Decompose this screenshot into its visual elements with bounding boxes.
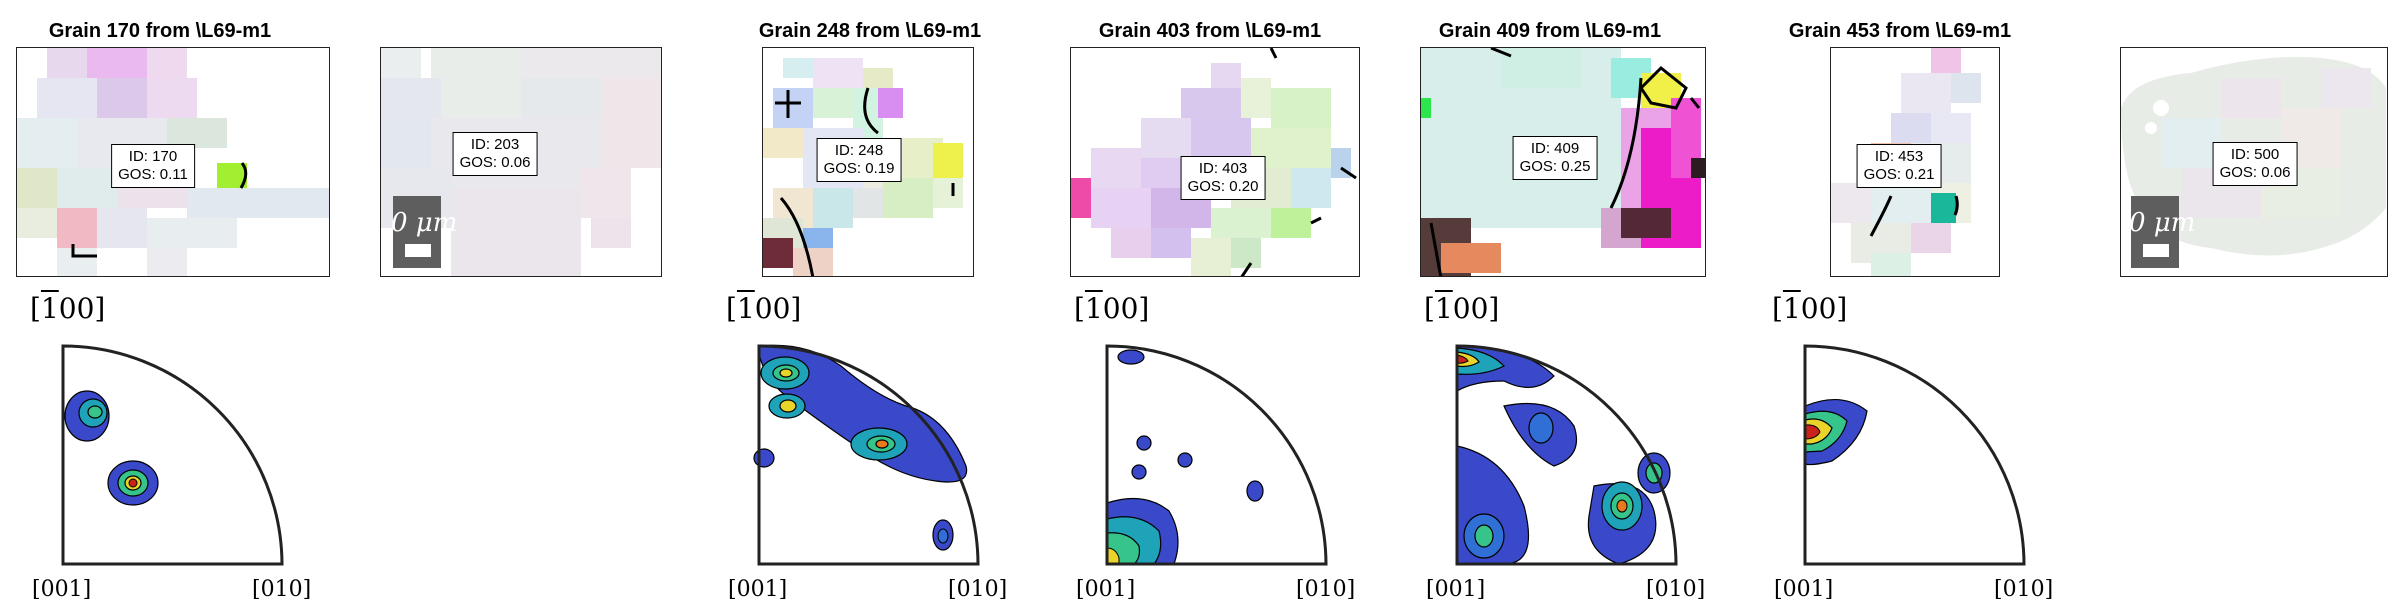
inverse-pole-figure (1455, 344, 1678, 566)
grain-panel-403: Grain 403 from \L69-m1 ID: 403 GOS: 0.20… (1050, 0, 1380, 602)
scale-bar: 0 μm (391, 196, 457, 268)
ipf-contours (1106, 349, 1264, 565)
ipf-corner-label-right: [010] (1296, 577, 1356, 602)
ipf-outline (1455, 344, 1678, 566)
grain-map: ID: 203 GOS: 0.06 0 μm (380, 47, 662, 277)
grain-gos-label: GOS: 0.19 (823, 160, 895, 177)
grain-id-label: ID: 403 (1198, 160, 1248, 177)
ipf-outline (1803, 344, 2026, 566)
grain-id-label: ID: 500 (2230, 146, 2280, 163)
grain-id-label: ID: 203 (470, 136, 520, 153)
grain-gos-label: GOS: 0.20 (1187, 178, 1259, 195)
grain-panel-203: ID: 203 GOS: 0.06 0 μm (360, 0, 680, 586)
inverse-pole-figure (1105, 344, 1328, 566)
grain-gos-label: GOS: 0.21 (1863, 166, 1935, 183)
panel-title: Grain 409 from \L69-m1 (1438, 20, 1662, 42)
grain-id-label: ID: 409 (1530, 140, 1580, 157)
ipf-contours (753, 344, 968, 551)
ipf-contours (1804, 398, 1868, 466)
grain-panel-248: Grain 248 from \L69-m1 ID: 248 GOS: 0.19… (700, 0, 1040, 602)
panel-title: Grain 170 from \L69-m1 (48, 20, 272, 42)
panel-title: Grain 248 from \L69-m1 (758, 20, 982, 42)
grain-map: ID: 403 GOS: 0.20 (1070, 47, 1360, 277)
grain-info-box: ID: 500 GOS: 0.06 (2212, 142, 2298, 186)
ipf-direction-label: [100] (30, 292, 106, 325)
ipf-outline (1105, 344, 1328, 566)
grain-gos-label: GOS: 0.11 (118, 166, 188, 183)
grain-gos-label: GOS: 0.06 (2219, 164, 2291, 181)
grain-id-label: ID: 453 (1874, 148, 1924, 165)
panel-title: Grain 403 from \L69-m1 (1098, 20, 1322, 42)
scale-bar-label: 0 μm (391, 208, 458, 238)
grain-info-box: ID: 403 GOS: 0.20 (1180, 156, 1266, 200)
ipf-corner-label-left: [001] (1774, 577, 1834, 602)
grain-map: ID: 409 GOS: 0.25 (1420, 47, 1706, 277)
ipf-contours (64, 390, 159, 506)
ipf-corner-label-left: [001] (1426, 577, 1486, 602)
grain-gos-label: GOS: 0.06 (459, 154, 531, 171)
inverse-pole-figure (753, 344, 980, 566)
grain-info-box: ID: 203 GOS: 0.06 (452, 132, 538, 176)
grain-panel-170: Grain 170 from \L69-m1 ID: 170 GOS: 0.11… (0, 0, 340, 602)
ipf-contours (1456, 345, 1671, 565)
scale-bar: 0 μm (2129, 196, 2195, 268)
scale-bar-label: 0 μm (2129, 208, 2196, 238)
orientation-map-image (1071, 48, 1357, 276)
ipf-direction-label: [100] (1772, 292, 1848, 325)
grain-map: ID: 170 GOS: 0.11 (16, 47, 330, 277)
scale-bar-marker (405, 244, 431, 257)
ipf-direction-label: [100] (1424, 292, 1500, 325)
ipf-direction-label: [100] (1074, 292, 1150, 325)
ipf-corner-label-right: [010] (948, 577, 1008, 602)
grain-info-box: ID: 453 GOS: 0.21 (1856, 144, 1942, 188)
grain-map: ID: 453 GOS: 0.21 (1830, 47, 2000, 277)
ipf-corner-label-left: [001] (728, 577, 788, 602)
ipf-direction-label: [100] (726, 292, 802, 325)
inverse-pole-figure (61, 344, 284, 566)
grain-id-label: ID: 248 (834, 142, 884, 159)
grain-panel-453: Grain 453 from \L69-m1 ID: 453 GOS: 0.21… (1750, 0, 2080, 602)
grain-panel-409: Grain 409 from \L69-m1 ID: 409 GOS: 0.25… (1400, 0, 1730, 602)
grain-info-box: ID: 409 GOS: 0.25 (1512, 136, 1598, 180)
grain-panel-500: ID: 500 GOS: 0.06 0 μm (2100, 0, 2405, 586)
ipf-corner-label-left: [001] (1076, 577, 1136, 602)
ipf-corner-label-left: [001] (32, 577, 92, 602)
grain-map: ID: 500 GOS: 0.06 0 μm (2120, 47, 2388, 277)
ipf-outline (757, 344, 980, 566)
ipf-outline (61, 344, 284, 566)
grain-map: ID: 248 GOS: 0.19 (762, 47, 974, 277)
panel-title: Grain 453 from \L69-m1 (1788, 20, 2012, 42)
grain-gos-label: GOS: 0.25 (1519, 158, 1591, 175)
ipf-corner-label-right: [010] (1646, 577, 1706, 602)
grain-info-box: ID: 248 GOS: 0.19 (816, 138, 902, 182)
grain-id-label: ID: 170 (128, 148, 178, 165)
grain-info-box: ID: 170 GOS: 0.11 (111, 144, 195, 188)
inverse-pole-figure (1803, 344, 2026, 566)
ipf-corner-label-right: [010] (252, 577, 312, 602)
scale-bar-marker (2143, 244, 2169, 257)
ipf-corner-label-right: [010] (1994, 577, 2054, 602)
